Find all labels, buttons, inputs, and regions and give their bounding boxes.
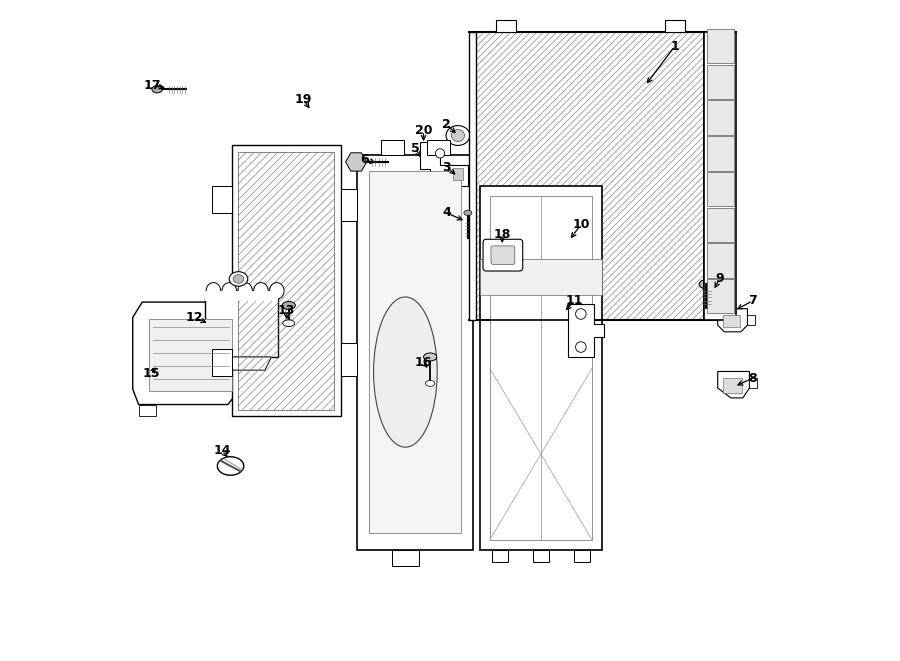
Text: 4: 4: [442, 206, 451, 219]
Ellipse shape: [222, 283, 237, 299]
Polygon shape: [717, 371, 750, 398]
Text: 20: 20: [415, 124, 432, 137]
Circle shape: [436, 149, 445, 158]
Bar: [238, 152, 334, 410]
Ellipse shape: [451, 130, 464, 141]
Bar: [707, 136, 733, 171]
Text: 18: 18: [493, 228, 511, 241]
Ellipse shape: [699, 280, 714, 289]
Bar: [369, 171, 461, 533]
Bar: [707, 243, 733, 278]
Bar: [574, 550, 590, 562]
Bar: [341, 189, 357, 221]
Text: 6: 6: [360, 153, 369, 167]
Ellipse shape: [464, 210, 472, 215]
Bar: [496, 20, 516, 32]
Text: 5: 5: [411, 142, 420, 155]
Text: 16: 16: [414, 356, 432, 369]
Bar: [480, 186, 602, 550]
Text: 14: 14: [213, 444, 230, 457]
Bar: [707, 172, 733, 206]
Bar: [705, 32, 736, 320]
Circle shape: [576, 342, 586, 352]
Ellipse shape: [230, 272, 248, 286]
Text: 17: 17: [144, 79, 161, 93]
Polygon shape: [212, 357, 272, 370]
Text: 2: 2: [442, 118, 451, 131]
Bar: [476, 32, 705, 320]
Text: 10: 10: [572, 218, 590, 231]
Text: 7: 7: [749, 294, 757, 307]
Bar: [341, 343, 357, 375]
FancyBboxPatch shape: [491, 246, 515, 264]
Text: 9: 9: [716, 272, 724, 286]
Ellipse shape: [424, 353, 436, 361]
Bar: [205, 291, 278, 301]
Bar: [707, 29, 733, 63]
Ellipse shape: [426, 381, 435, 386]
Bar: [469, 32, 476, 320]
Bar: [448, 165, 468, 186]
Text: 11: 11: [565, 294, 583, 307]
Text: 15: 15: [142, 367, 160, 380]
Bar: [381, 140, 404, 155]
Bar: [149, 319, 232, 391]
Bar: [490, 196, 592, 540]
Bar: [723, 378, 742, 393]
Ellipse shape: [238, 283, 252, 299]
Bar: [750, 378, 758, 388]
Ellipse shape: [269, 283, 284, 299]
Bar: [453, 168, 464, 180]
Ellipse shape: [152, 86, 163, 93]
Bar: [392, 550, 418, 566]
Polygon shape: [212, 186, 232, 213]
Polygon shape: [420, 142, 452, 178]
FancyBboxPatch shape: [483, 239, 523, 271]
Text: 13: 13: [278, 304, 295, 317]
Ellipse shape: [446, 126, 470, 145]
Polygon shape: [132, 302, 252, 405]
Bar: [723, 315, 740, 327]
Bar: [232, 145, 341, 416]
Ellipse shape: [283, 320, 294, 327]
Ellipse shape: [233, 275, 244, 283]
Bar: [427, 140, 450, 155]
Bar: [480, 259, 602, 295]
Polygon shape: [568, 304, 604, 357]
Ellipse shape: [206, 283, 220, 299]
Bar: [491, 550, 508, 562]
Bar: [707, 279, 733, 313]
Bar: [533, 550, 549, 562]
Circle shape: [576, 309, 586, 319]
Bar: [707, 65, 733, 99]
Bar: [205, 297, 278, 357]
Text: 3: 3: [443, 161, 451, 174]
Ellipse shape: [374, 297, 437, 447]
Polygon shape: [212, 349, 232, 375]
Ellipse shape: [254, 283, 268, 299]
Bar: [747, 315, 755, 325]
Bar: [357, 155, 473, 550]
Text: 12: 12: [185, 311, 202, 324]
Bar: [140, 405, 156, 416]
Text: 1: 1: [670, 40, 680, 53]
Bar: [665, 20, 685, 32]
Text: 19: 19: [294, 93, 312, 106]
Ellipse shape: [282, 301, 295, 309]
Ellipse shape: [217, 457, 244, 475]
Bar: [707, 208, 733, 242]
Text: 8: 8: [749, 371, 757, 385]
Polygon shape: [717, 309, 747, 332]
Bar: [707, 100, 733, 135]
